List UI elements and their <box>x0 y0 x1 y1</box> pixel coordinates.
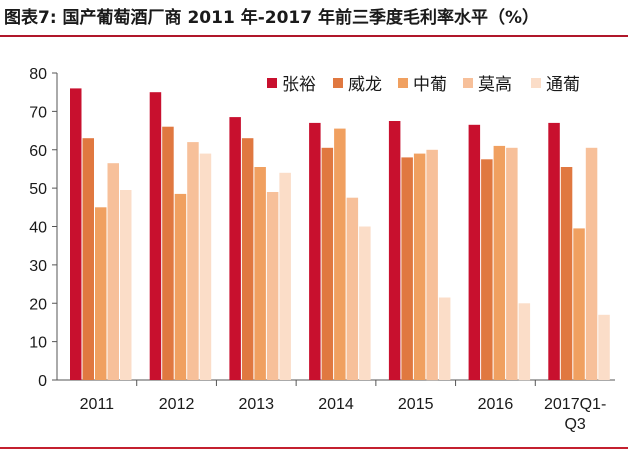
bar <box>438 297 451 380</box>
bar <box>573 228 585 380</box>
title-divider <box>0 35 628 37</box>
legend-swatch <box>398 78 408 88</box>
bar <box>70 88 82 381</box>
bar <box>548 122 560 381</box>
y-tick-label: 20 <box>29 296 47 313</box>
bar <box>187 142 199 380</box>
bar <box>279 172 291 380</box>
x-tick-label: 2012 <box>159 396 195 413</box>
bar <box>174 193 187 380</box>
y-tick-labels: 0 10 20 30 40 50 60 70 80 <box>29 66 47 390</box>
bar <box>585 147 598 380</box>
bar <box>346 197 359 380</box>
bar <box>321 147 334 380</box>
bar <box>426 149 438 381</box>
x-tick-label: 2017Q1- <box>544 396 606 413</box>
chart-bars <box>70 88 610 381</box>
bar <box>518 303 531 381</box>
x-tick-label: 2015 <box>398 396 434 413</box>
bar <box>241 138 254 380</box>
chart-legend: 张裕 威龙 中葡 莫高 通葡 <box>267 75 580 95</box>
bar <box>413 153 426 380</box>
chart-axes <box>52 72 615 386</box>
bar <box>506 147 518 380</box>
bar <box>82 138 94 380</box>
bar <box>334 128 346 380</box>
bottom-divider <box>0 447 628 449</box>
x-tick-label: Q3 <box>564 416 585 433</box>
bar <box>266 192 279 380</box>
y-tick-label: 80 <box>29 66 47 83</box>
legend-label: 中葡 <box>413 75 447 95</box>
bar <box>309 122 321 381</box>
bar <box>481 159 493 380</box>
bar <box>149 92 162 380</box>
x-tick-label: 2016 <box>478 396 514 413</box>
legend-label: 莫高 <box>478 75 512 95</box>
legend-label: 张裕 <box>282 75 316 95</box>
y-tick-label: 0 <box>38 373 47 390</box>
bar <box>359 226 371 380</box>
bar <box>162 126 174 380</box>
x-tick-labels: 2011 2012 2013 2014 2015 2016 2017Q1- Q3 <box>80 396 607 433</box>
y-tick-label: 60 <box>29 143 47 160</box>
bar <box>493 145 506 380</box>
bar <box>254 167 266 380</box>
legend-swatch <box>463 78 473 88</box>
legend-swatch <box>333 78 343 88</box>
bar <box>229 117 241 380</box>
bar <box>468 124 481 380</box>
y-tick-label: 40 <box>29 220 47 237</box>
y-tick-label: 70 <box>29 104 47 121</box>
x-tick-label: 2014 <box>318 396 354 413</box>
chart-title: 图表7: 国产葡萄酒厂商 2011 年-2017 年前三季度毛利率水平（%） <box>4 8 540 28</box>
bar <box>107 163 119 380</box>
y-tick-label: 30 <box>29 258 47 275</box>
bar <box>560 167 573 380</box>
legend-label: 威龙 <box>348 75 382 95</box>
x-tick-label: 2013 <box>238 396 274 413</box>
x-tick-label: 2011 <box>80 396 115 413</box>
bar <box>120 190 132 380</box>
legend-swatch <box>267 78 277 88</box>
bar <box>199 153 212 380</box>
y-tick-label: 50 <box>29 181 47 198</box>
bar <box>598 314 610 380</box>
legend-swatch <box>531 78 541 88</box>
bar <box>388 121 401 380</box>
bar <box>401 157 413 380</box>
legend-label: 通葡 <box>546 75 580 95</box>
bar <box>95 207 107 380</box>
y-tick-label: 10 <box>29 335 47 352</box>
